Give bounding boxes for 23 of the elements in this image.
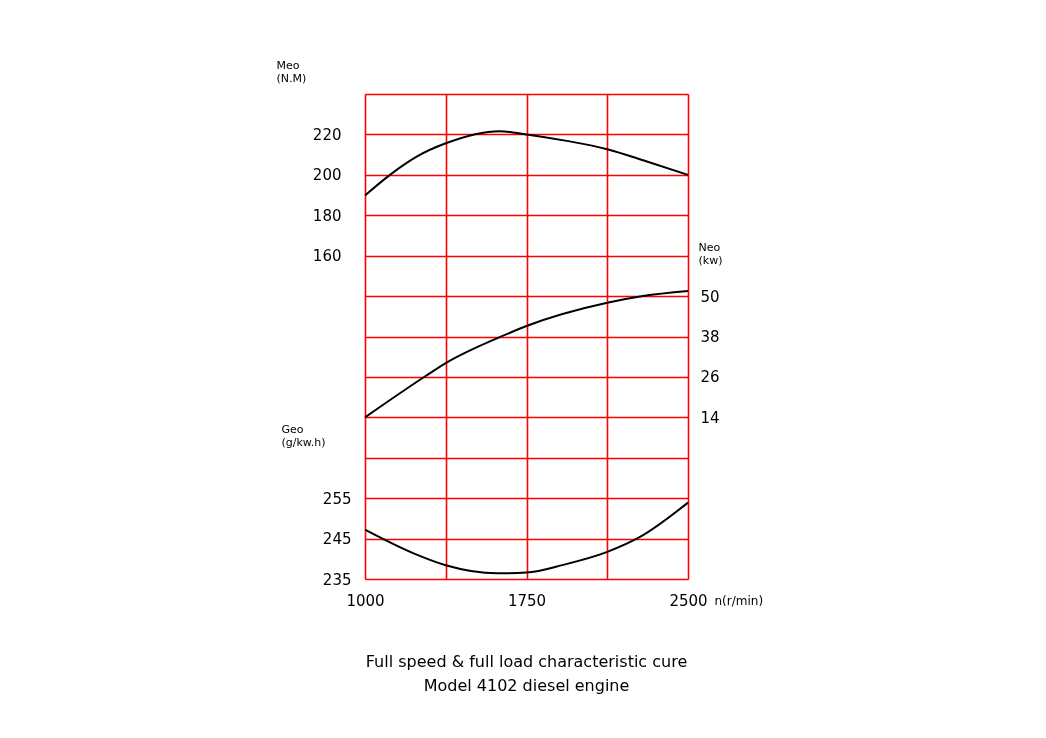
x-axis-title: n(r/min) xyxy=(714,593,764,608)
y2-tick-label: 14 xyxy=(700,408,720,427)
x-tick-label: 1750 xyxy=(507,591,547,610)
y2-tick-label: 50 xyxy=(700,287,720,306)
x-tick-label: 1000 xyxy=(346,591,385,610)
y2-axis-title: Neo (kw) xyxy=(698,240,723,267)
y-tick-label: 160 xyxy=(312,247,342,266)
y-tick-label: 200 xyxy=(312,166,342,185)
y3-axis-title: Geo (g/kw.h) xyxy=(281,422,326,449)
y3-tick-label: 235 xyxy=(322,570,352,589)
y3-tick-label: 245 xyxy=(322,530,352,549)
line-series xyxy=(364,290,689,419)
line-series xyxy=(364,130,689,197)
line-series xyxy=(364,501,689,575)
x-tick-label: 2500 xyxy=(669,591,708,610)
text: Full speed & full load characteristic cure xyxy=(365,652,688,671)
y-tick-label: 220 xyxy=(312,125,342,144)
y-tick-label: 180 xyxy=(312,206,342,225)
y3-tick-label: 255 xyxy=(322,489,352,508)
y2-tick-label: 38 xyxy=(700,328,720,346)
text: Model 4102 diesel engine xyxy=(423,676,630,695)
y-axis-title: Meo (N.M) xyxy=(276,58,307,85)
y2-tick-label: 26 xyxy=(700,368,720,387)
